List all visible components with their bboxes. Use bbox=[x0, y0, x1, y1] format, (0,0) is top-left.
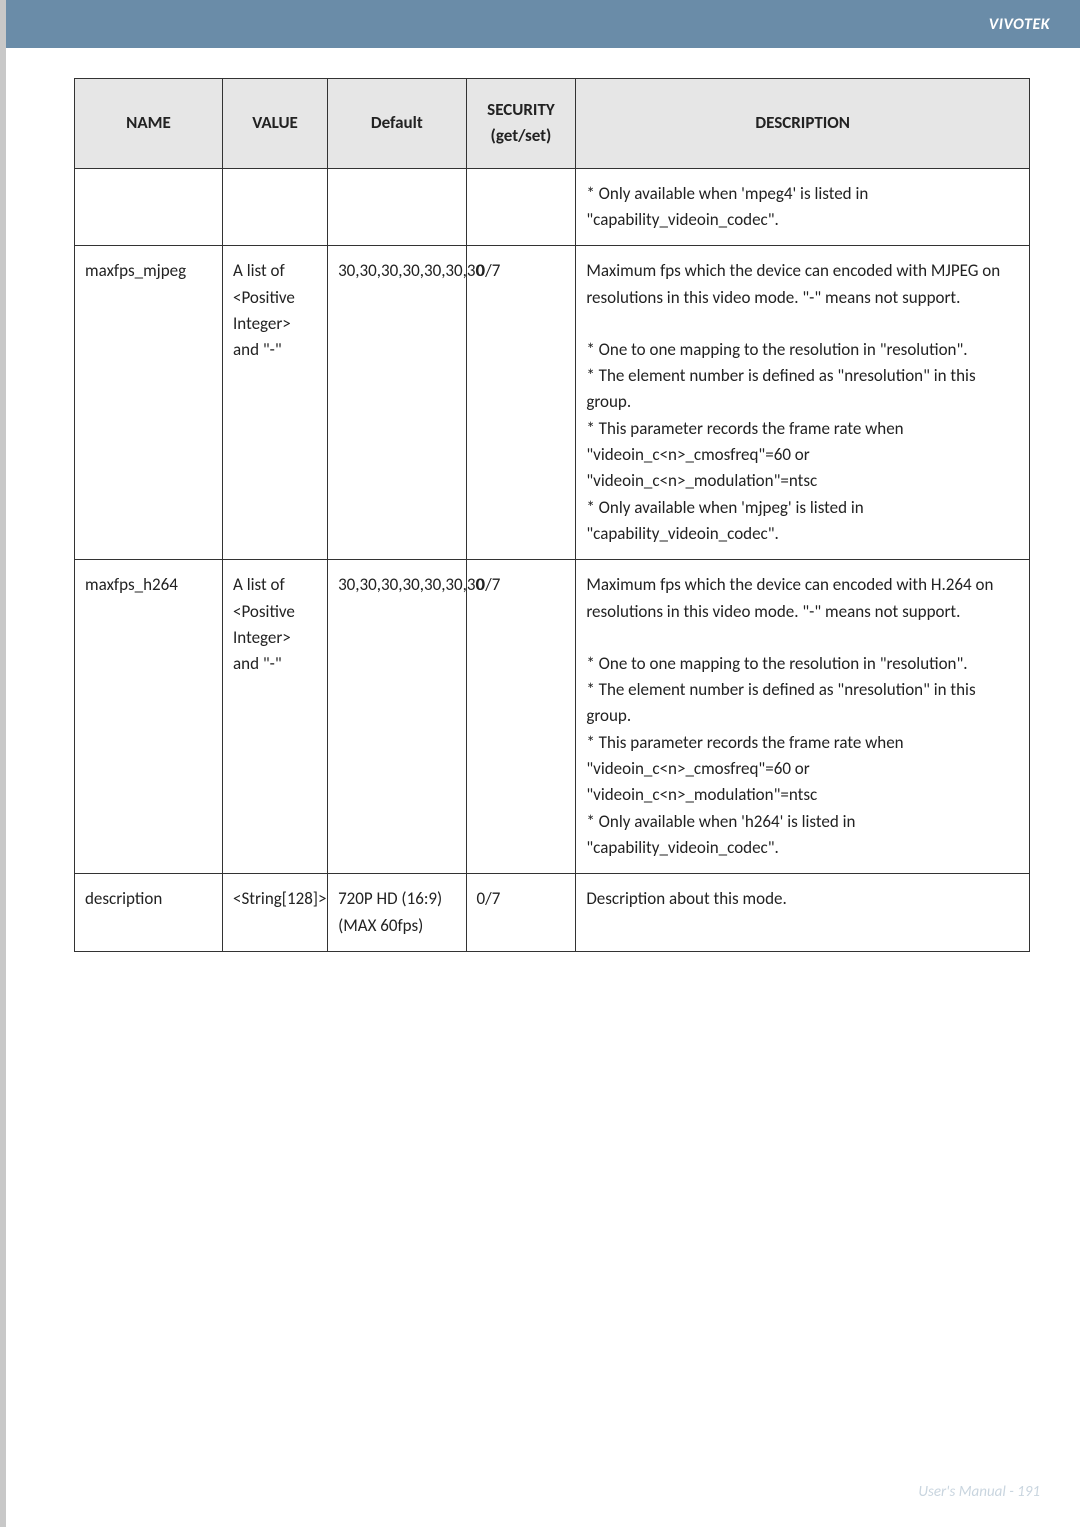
cell-security bbox=[466, 168, 576, 246]
col-header-description: DESCRIPTION bbox=[576, 79, 1030, 169]
cell-default bbox=[328, 168, 466, 246]
cell-value: <String[128]> bbox=[223, 874, 328, 952]
cell-name bbox=[75, 168, 223, 246]
description-intro: Description about this mode. bbox=[586, 886, 1019, 912]
table-row: maxfps_mjpegA list of <Positive Integer>… bbox=[75, 246, 1030, 560]
cell-description: Description about this mode. bbox=[576, 874, 1030, 952]
cell-default: 720P HD (16:9) (MAX 60fps) bbox=[328, 874, 466, 952]
cell-default: 30,30,30,30,30,30,30 bbox=[328, 560, 466, 874]
cell-value: A list of <Positive Integer> and "-" bbox=[223, 560, 328, 874]
col-header-security: SECURITY (get/set) bbox=[466, 79, 576, 169]
table-body: * Only available when 'mpeg4' is listed … bbox=[75, 168, 1030, 951]
cell-value bbox=[223, 168, 328, 246]
cell-description: Maximum fps which the device can encoded… bbox=[576, 246, 1030, 560]
cell-value: A list of <Positive Integer> and "-" bbox=[223, 246, 328, 560]
cell-security: 0/7 bbox=[466, 874, 576, 952]
col-header-name: NAME bbox=[75, 79, 223, 169]
table-row: maxfps_h264A list of <Positive Integer> … bbox=[75, 560, 1030, 874]
description-intro: * Only available when 'mpeg4' is listed … bbox=[586, 181, 1019, 234]
table-row: * Only available when 'mpeg4' is listed … bbox=[75, 168, 1030, 246]
col-header-value: VALUE bbox=[223, 79, 328, 169]
cell-security: 0/7 bbox=[466, 560, 576, 874]
cell-name: maxfps_mjpeg bbox=[75, 246, 223, 560]
page-footer: User's Manual - 191 bbox=[918, 1483, 1040, 1501]
cell-description: Maximum fps which the device can encoded… bbox=[576, 560, 1030, 874]
cell-name: maxfps_h264 bbox=[75, 560, 223, 874]
description-details: * One to one mapping to the resolution i… bbox=[586, 651, 1019, 862]
cell-name: description bbox=[75, 874, 223, 952]
col-header-default: Default bbox=[328, 79, 466, 169]
description-intro: Maximum fps which the device can encoded… bbox=[586, 572, 1019, 625]
table-header-row: NAME VALUE Default SECURITY (get/set) DE… bbox=[75, 79, 1030, 169]
description-details: * One to one mapping to the resolution i… bbox=[586, 337, 1019, 548]
table-row: description<String[128]>720P HD (16:9) (… bbox=[75, 874, 1030, 952]
cell-default: 30,30,30,30,30,30,30 bbox=[328, 246, 466, 560]
parameter-table: NAME VALUE Default SECURITY (get/set) DE… bbox=[74, 78, 1030, 952]
cell-description: * Only available when 'mpeg4' is listed … bbox=[576, 168, 1030, 246]
cell-security: 0/7 bbox=[466, 246, 576, 560]
page-content: NAME VALUE Default SECURITY (get/set) DE… bbox=[6, 0, 1080, 952]
description-intro: Maximum fps which the device can encoded… bbox=[586, 258, 1019, 311]
header-band: VIVOTEK bbox=[6, 0, 1080, 48]
brand-label: VIVOTEK bbox=[989, 15, 1050, 34]
